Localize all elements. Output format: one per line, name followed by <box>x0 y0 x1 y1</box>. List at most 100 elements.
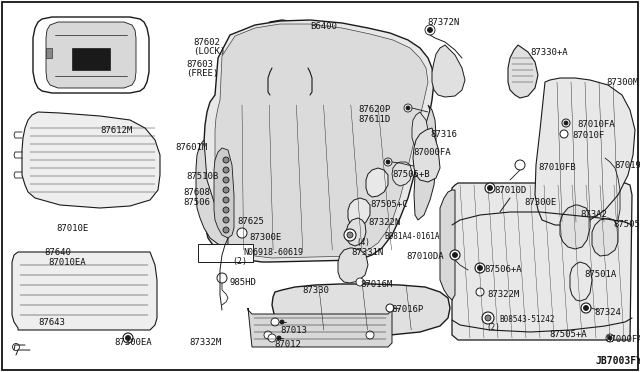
Text: 87330: 87330 <box>302 286 329 295</box>
Text: 87010EA: 87010EA <box>48 258 86 267</box>
Polygon shape <box>215 24 428 258</box>
Text: 87372N: 87372N <box>427 18 460 27</box>
Polygon shape <box>440 190 455 300</box>
Circle shape <box>223 157 229 163</box>
Polygon shape <box>392 162 412 186</box>
Text: 87506: 87506 <box>183 198 210 207</box>
Circle shape <box>428 28 433 32</box>
Text: 87501A: 87501A <box>584 270 616 279</box>
Text: 87505+A: 87505+A <box>549 330 587 339</box>
Polygon shape <box>46 22 136 88</box>
Text: 87010FA: 87010FA <box>577 120 614 129</box>
Text: 87010DA: 87010DA <box>406 252 444 261</box>
Circle shape <box>356 278 364 286</box>
Text: 87611D: 87611D <box>358 115 390 124</box>
Text: 87510B: 87510B <box>186 172 218 181</box>
Text: 87322M: 87322M <box>487 290 519 299</box>
Text: JB7003FY: JB7003FY <box>596 356 640 366</box>
Text: 87010F: 87010F <box>572 131 604 140</box>
Text: (FREE): (FREE) <box>186 69 218 78</box>
Text: (2): (2) <box>232 257 247 266</box>
Bar <box>72 48 110 70</box>
Text: (4): (4) <box>356 238 370 247</box>
Circle shape <box>123 333 133 343</box>
Polygon shape <box>508 45 538 98</box>
Circle shape <box>271 318 279 326</box>
Circle shape <box>344 229 356 241</box>
Polygon shape <box>535 78 635 225</box>
Text: B08543-51242: B08543-51242 <box>499 315 554 324</box>
Text: 87625: 87625 <box>237 217 264 226</box>
Polygon shape <box>432 45 465 97</box>
Circle shape <box>450 250 460 260</box>
Polygon shape <box>258 20 322 70</box>
Polygon shape <box>12 252 157 330</box>
Circle shape <box>608 336 612 340</box>
Text: 87012: 87012 <box>274 340 301 349</box>
Circle shape <box>581 303 591 313</box>
Circle shape <box>404 104 412 112</box>
Text: 87000FA: 87000FA <box>605 335 640 344</box>
Text: 87010D: 87010D <box>494 186 526 195</box>
Polygon shape <box>412 112 428 148</box>
Text: 87300M: 87300M <box>606 78 638 87</box>
Text: (LOCK): (LOCK) <box>193 47 225 56</box>
Circle shape <box>223 177 229 183</box>
Circle shape <box>223 167 229 173</box>
Circle shape <box>223 187 229 193</box>
Circle shape <box>475 263 485 273</box>
Text: 87620P: 87620P <box>358 105 390 114</box>
Polygon shape <box>560 205 590 249</box>
Circle shape <box>488 186 493 190</box>
Text: 87506+A: 87506+A <box>484 265 522 274</box>
Text: 87602: 87602 <box>193 38 220 47</box>
Circle shape <box>485 183 495 193</box>
Polygon shape <box>348 198 370 228</box>
Circle shape <box>477 266 483 270</box>
Circle shape <box>277 336 281 340</box>
Text: 87016M: 87016M <box>360 280 392 289</box>
Circle shape <box>366 331 374 339</box>
Text: 87332M: 87332M <box>189 338 221 347</box>
Text: 87612M: 87612M <box>100 126 132 135</box>
Polygon shape <box>33 17 149 93</box>
Text: 87505+B: 87505+B <box>392 170 429 179</box>
Polygon shape <box>413 128 440 182</box>
Text: 87608: 87608 <box>183 188 210 197</box>
Circle shape <box>476 288 484 296</box>
Text: 87324: 87324 <box>594 308 621 317</box>
Text: 985HD: 985HD <box>229 278 256 287</box>
Circle shape <box>347 232 353 238</box>
Text: 87013: 87013 <box>280 326 307 335</box>
Circle shape <box>223 217 229 223</box>
Polygon shape <box>214 148 234 238</box>
Circle shape <box>13 343 19 350</box>
Circle shape <box>562 119 570 127</box>
Circle shape <box>384 158 392 166</box>
Text: 87019M: 87019M <box>614 161 640 170</box>
Circle shape <box>280 320 284 324</box>
Circle shape <box>606 334 614 342</box>
Text: 87505: 87505 <box>613 220 640 229</box>
Text: 87643: 87643 <box>38 318 65 327</box>
Circle shape <box>268 334 276 342</box>
Text: 87300E: 87300E <box>524 198 556 207</box>
Text: B6400: B6400 <box>310 22 337 31</box>
Text: 87010E: 87010E <box>56 224 88 233</box>
Bar <box>198 244 253 262</box>
Circle shape <box>223 227 229 233</box>
Text: 87016P: 87016P <box>391 305 423 314</box>
Text: 87322N: 87322N <box>368 218 400 227</box>
Circle shape <box>386 160 390 164</box>
Circle shape <box>386 304 394 312</box>
Polygon shape <box>570 262 592 301</box>
Circle shape <box>223 197 229 203</box>
Circle shape <box>584 305 589 311</box>
Bar <box>46 48 52 58</box>
Circle shape <box>452 253 458 257</box>
Circle shape <box>425 25 435 35</box>
Circle shape <box>237 228 247 238</box>
Polygon shape <box>248 308 392 347</box>
Polygon shape <box>204 20 434 262</box>
Text: N06918-60619: N06918-60619 <box>243 248 303 257</box>
